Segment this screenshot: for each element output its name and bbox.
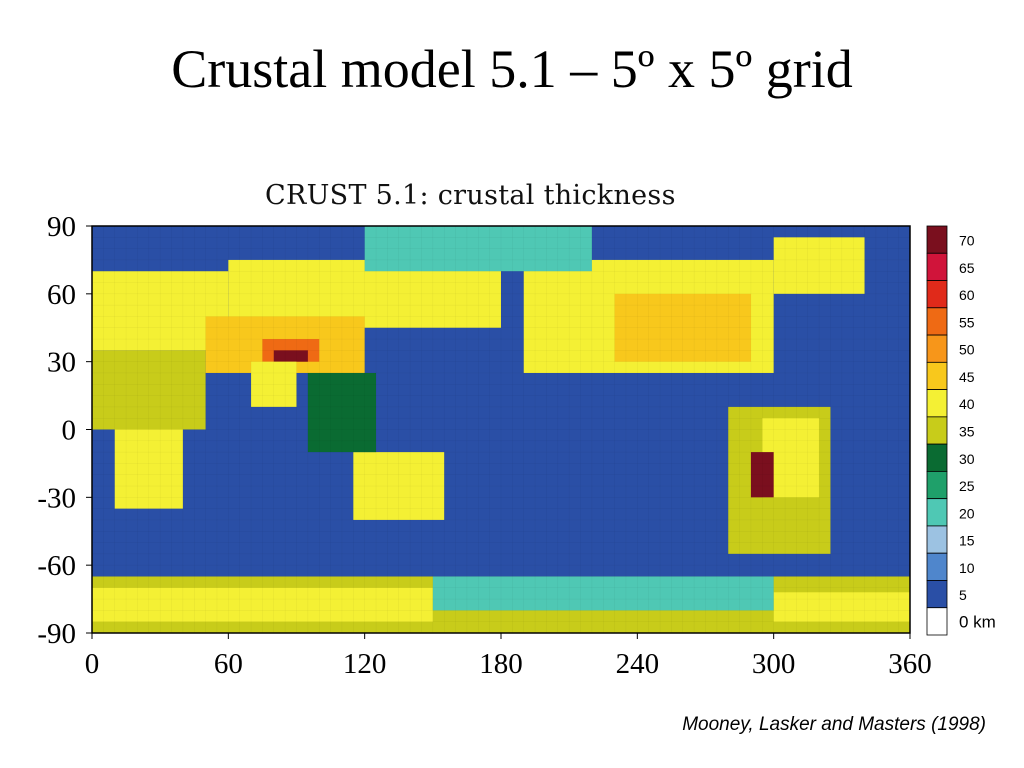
x-tick-label: 0 xyxy=(85,648,100,680)
x-tick-label: 300 xyxy=(752,648,796,680)
x-tick-label: 360 xyxy=(888,648,932,680)
x-tick-label: 120 xyxy=(343,648,387,680)
map-region-india xyxy=(251,361,297,407)
map-region-ross-sea-margin xyxy=(432,576,774,611)
colorbar-label: 45 xyxy=(959,369,975,385)
colorbar-label: 50 xyxy=(959,342,975,358)
colorbar-swatch xyxy=(926,225,948,254)
map-region-antarctica-interior-east xyxy=(773,592,910,622)
map-region-greenland xyxy=(773,237,865,294)
colorbar-label: 40 xyxy=(959,396,975,412)
map-region-andes xyxy=(750,452,774,498)
x-tick-label: 60 xyxy=(214,648,243,680)
colorbar-label: 20 xyxy=(959,505,975,521)
colorbar-swatch xyxy=(926,607,948,636)
map-regions xyxy=(92,226,910,633)
citation: Mooney, Lasker and Masters (1998) xyxy=(682,714,986,735)
colorbar-swatch xyxy=(926,389,948,418)
y-tick-label: -30 xyxy=(37,482,76,514)
y-tick-label: -90 xyxy=(37,618,76,650)
colorbar-swatch xyxy=(926,470,948,500)
y-tick-label: -60 xyxy=(37,550,76,582)
map-region-africa-south xyxy=(114,429,183,509)
slide-title: Crustal model 5.1 – 5º x 5º grid xyxy=(171,39,853,99)
colorbar-swatch xyxy=(926,498,948,527)
map-region-tibet-core xyxy=(273,350,308,362)
colorbar: 70 65 60 55 50 45 40 35 30 25 20 15 10 5 0 km xyxy=(926,225,996,636)
colorbar-swatch xyxy=(926,280,948,309)
colorbar-label: 25 xyxy=(959,478,975,494)
colorbar-label: 55 xyxy=(959,314,975,330)
colorbar-swatch xyxy=(926,252,948,281)
y-tick-label: 90 xyxy=(47,211,76,243)
colorbar-label: 5 xyxy=(959,587,967,603)
colorbar-label: 70 xyxy=(959,233,975,249)
chart-title: CRUST 5.1: crustal thickness xyxy=(265,180,676,211)
x-tick-label: 240 xyxy=(616,648,660,680)
colorbar-label: 35 xyxy=(959,424,975,440)
map-region-arctic-shelf xyxy=(364,226,592,272)
y-tick-label: 0 xyxy=(62,415,77,447)
colorbar-label: 60 xyxy=(959,287,975,303)
colorbar-label: 65 xyxy=(959,260,975,276)
colorbar-swatch xyxy=(926,525,948,554)
colorbar-swatch xyxy=(926,334,948,363)
map-region-africa-north xyxy=(92,350,206,430)
y-tick-label: 60 xyxy=(47,279,76,311)
colorbar-swatch xyxy=(926,552,948,581)
y-tick-label: 30 xyxy=(47,347,76,379)
colorbar-swatch xyxy=(926,416,948,445)
map-region-antarctica-interior xyxy=(92,587,433,622)
x-tick-label: 180 xyxy=(479,648,523,680)
map-region-europe xyxy=(92,271,229,351)
colorbar-label: 30 xyxy=(959,451,975,467)
colorbar-label: 10 xyxy=(959,560,975,576)
map-region-north-america-shield xyxy=(614,293,751,362)
map-region-australia xyxy=(353,452,445,520)
map-cell-grid xyxy=(91,225,911,634)
colorbar-label: 0 km xyxy=(959,612,996,631)
colorbar-swatch xyxy=(926,361,948,390)
colorbar-swatch xyxy=(926,443,948,472)
colorbar-swatch xyxy=(926,580,948,609)
colorbar-label: 15 xyxy=(959,533,975,549)
colorbar-swatch xyxy=(926,307,948,336)
map-region-southeast-asia xyxy=(307,372,377,453)
